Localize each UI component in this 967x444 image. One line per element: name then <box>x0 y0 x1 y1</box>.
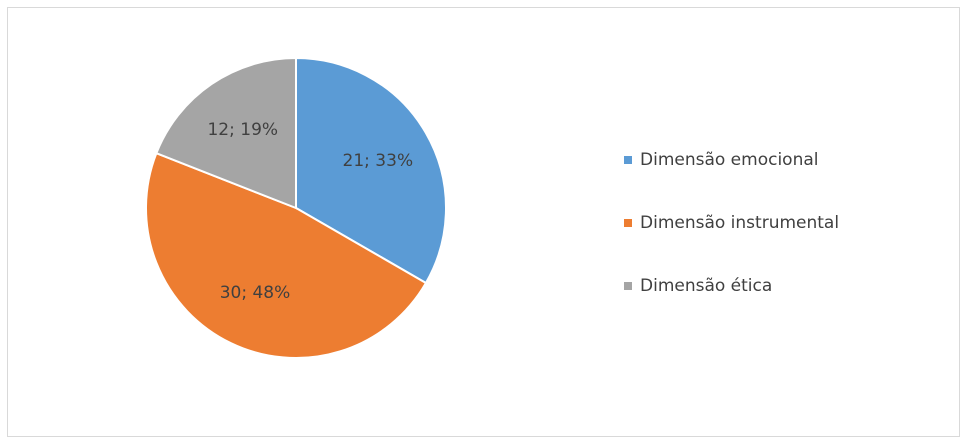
legend-swatch <box>624 219 632 227</box>
pie-slice <box>155 56 297 210</box>
legend-swatch <box>624 282 632 290</box>
legend-label: Dimensão ética <box>640 276 772 296</box>
legend-label: Dimensão instrumental <box>640 213 839 233</box>
data-label: 12; 19% <box>207 120 278 140</box>
pie-slice <box>295 56 447 285</box>
data-label: 30; 48% <box>220 283 291 303</box>
pie-slice <box>145 151 428 359</box>
legend-swatch <box>624 156 632 164</box>
data-label: 21; 33% <box>343 151 414 171</box>
legend-label: Dimensão emocional <box>640 150 819 170</box>
